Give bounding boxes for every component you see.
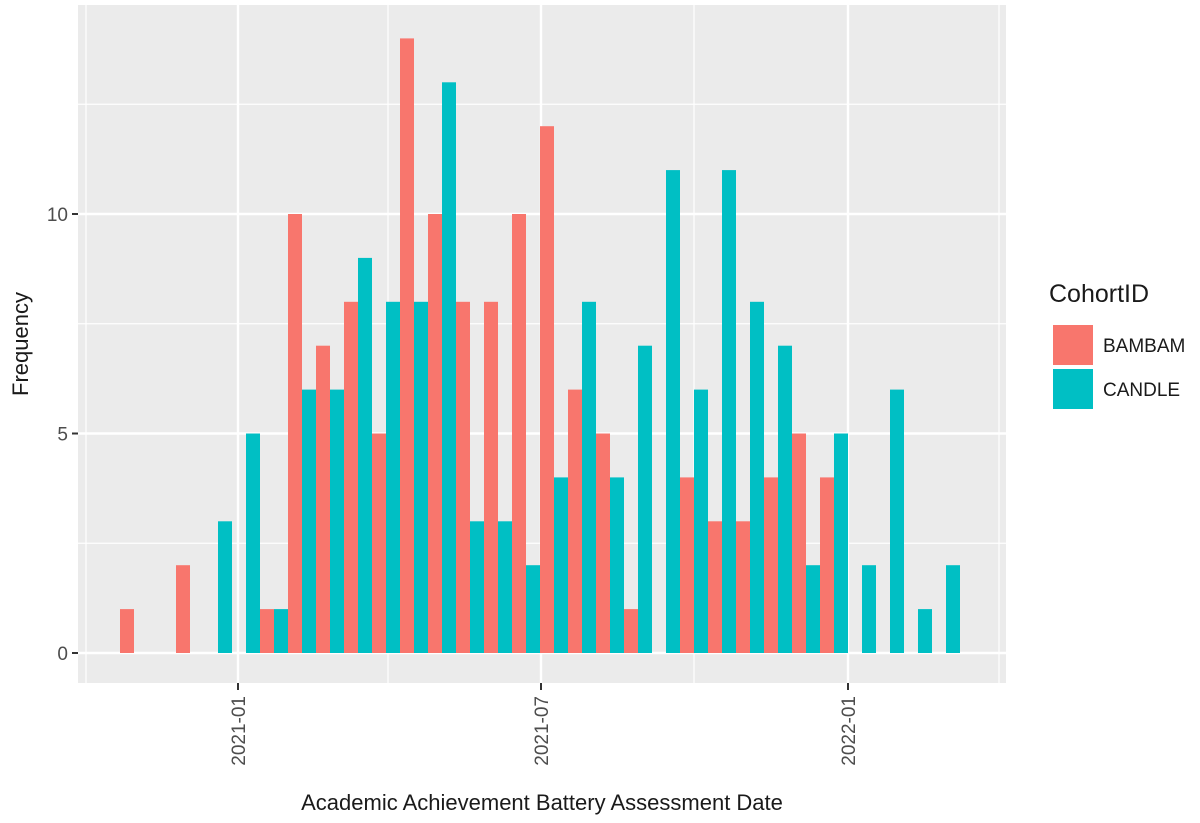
bar-candle (666, 170, 680, 653)
bar-bambam (484, 301, 498, 653)
bar-candle (554, 477, 568, 653)
bar-bambam (596, 433, 610, 653)
bar-bambam (540, 126, 554, 653)
bar-candle (386, 301, 400, 653)
bar-candle (946, 565, 960, 653)
bar-bambam (708, 521, 722, 653)
bar-candle (834, 433, 848, 653)
x-tick-label: 2022-01 (839, 696, 860, 766)
bar-candle (778, 345, 792, 653)
bar-bambam (680, 477, 694, 653)
y-axis-title: Frequency (8, 292, 33, 396)
bar-candle (526, 565, 540, 653)
x-axis: 2021-01 2021-07 2022-01 (229, 683, 860, 766)
bar-candle (274, 609, 288, 653)
legend-label-candle: CANDLE (1103, 380, 1180, 401)
bar-candle (806, 565, 820, 653)
x-tick-label: 2021-01 (229, 696, 250, 766)
bar-candle (330, 389, 344, 653)
y-tick-label: 5 (57, 425, 68, 446)
bar-candle (582, 301, 596, 653)
bar-candle (442, 82, 456, 654)
bar-candle (358, 257, 372, 653)
bar-bambam (456, 301, 470, 653)
legend-swatch-bambam (1053, 325, 1093, 365)
legend-swatch-candle (1053, 369, 1093, 409)
bar-bambam (344, 301, 358, 653)
bar-bambam (120, 609, 134, 653)
bar-bambam (288, 214, 302, 653)
bar-candle (890, 389, 904, 653)
bar-candle (218, 521, 232, 653)
bar-candle (638, 345, 652, 653)
bar-bambam (428, 214, 442, 653)
bar-bambam (400, 38, 414, 653)
bar-bambam (736, 521, 750, 653)
bar-candle (862, 565, 876, 653)
bar-bambam (792, 433, 806, 653)
x-axis-title: Academic Achievement Battery Assessment … (301, 790, 783, 815)
bar-candle (302, 389, 316, 653)
bar-candle (246, 433, 260, 653)
bar-bambam (624, 609, 638, 653)
bar-bambam (512, 214, 526, 653)
y-tick-label: 0 (57, 644, 68, 665)
bar-candle (498, 521, 512, 653)
bar-candle (918, 609, 932, 653)
bar-candle (750, 301, 764, 653)
bar-bambam (260, 609, 274, 653)
bar-bambam (820, 477, 834, 653)
bar-bambam (568, 389, 582, 653)
bar-bambam (176, 565, 190, 653)
bar-candle (722, 170, 736, 653)
legend: CohortID BAMBAM CANDLE (1049, 280, 1185, 409)
bar-bambam (372, 433, 386, 653)
bar-bambam (764, 477, 778, 653)
bar-bambam (316, 345, 330, 653)
y-axis: 0 5 10 (47, 205, 78, 665)
x-tick-label: 2021-07 (532, 696, 553, 766)
bar-candle (414, 301, 428, 653)
bar-candle (610, 477, 624, 653)
legend-title: CohortID (1049, 280, 1149, 308)
legend-label-bambam: BAMBAM (1103, 336, 1185, 357)
bar-candle (694, 389, 708, 653)
bars (120, 38, 960, 654)
y-tick-label: 10 (47, 205, 68, 226)
bar-candle (470, 521, 484, 653)
